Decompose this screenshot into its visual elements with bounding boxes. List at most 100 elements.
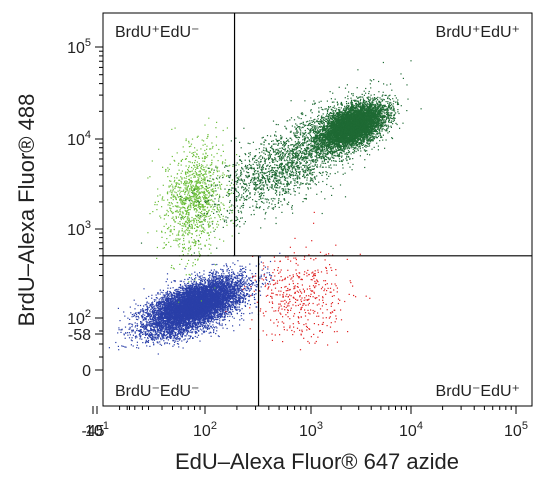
data-point (247, 293, 249, 296)
data-point (218, 285, 220, 287)
data-point (208, 271, 210, 274)
data-point (210, 335, 212, 337)
data-point (150, 328, 152, 330)
data-point (144, 304, 146, 306)
data-point (241, 274, 243, 276)
data-point (234, 287, 236, 290)
data-point (226, 327, 228, 330)
data-point (189, 338, 191, 340)
data-point (234, 263, 236, 266)
data-point (151, 294, 153, 296)
data-point (184, 338, 186, 340)
data-point (172, 298, 174, 300)
data-point (168, 316, 170, 319)
data-point (143, 318, 145, 320)
data-point (221, 284, 223, 286)
data-point (204, 331, 206, 333)
data-point (205, 324, 207, 326)
data-point (265, 278, 267, 280)
data-point (161, 326, 163, 328)
data-point (145, 331, 147, 333)
data-point (189, 331, 191, 333)
data-point (203, 331, 205, 334)
data-point (170, 335, 172, 337)
data-point (165, 297, 168, 299)
data-point (124, 326, 127, 328)
data-point (189, 286, 191, 289)
data-point (143, 311, 145, 313)
data-point (156, 336, 158, 338)
data-point (236, 308, 238, 310)
data-point (252, 284, 254, 286)
data-point (151, 306, 153, 308)
data-point (151, 297, 153, 299)
data-point (167, 284, 169, 286)
data-point (178, 339, 181, 341)
data-point (175, 337, 177, 339)
data-point (211, 281, 213, 283)
data-point (227, 287, 230, 289)
data-point (182, 333, 184, 335)
data-point (224, 314, 226, 316)
data-point (243, 267, 245, 269)
data-point (244, 271, 246, 273)
data-point (232, 301, 234, 303)
data-point (131, 324, 134, 326)
data-point (226, 264, 228, 266)
data-point (180, 286, 182, 288)
data-point (233, 272, 235, 274)
data-point (236, 292, 238, 294)
data-point (181, 335, 183, 337)
data-point (115, 341, 117, 344)
data-point (157, 353, 159, 355)
data-point (162, 335, 164, 337)
data-point (225, 299, 227, 301)
data-point (164, 334, 166, 336)
data-point (190, 277, 192, 279)
data-point (248, 290, 250, 292)
data-point (165, 334, 168, 336)
data-point (148, 324, 150, 326)
data-point (156, 317, 159, 319)
data-point (160, 321, 162, 323)
data-point (201, 315, 203, 317)
data-point (156, 341, 158, 343)
data-point (209, 282, 211, 284)
data-point (164, 298, 166, 300)
data-point (137, 312, 140, 314)
data-point (202, 277, 204, 279)
data-point (229, 284, 231, 286)
data-point (203, 311, 205, 313)
data-point (236, 278, 238, 280)
data-point (161, 321, 163, 323)
data-point (150, 305, 152, 307)
data-point (135, 337, 137, 339)
data-point (227, 297, 230, 299)
data-point (185, 321, 187, 323)
data-point (164, 335, 167, 337)
data-point (201, 316, 203, 318)
data-point (210, 321, 212, 323)
data-point (228, 313, 230, 315)
data-point (151, 307, 154, 309)
data-point (194, 335, 196, 338)
data-point (160, 326, 162, 328)
data-point (199, 315, 201, 318)
data-point (199, 292, 201, 294)
data-point (215, 333, 217, 335)
data-point (132, 330, 134, 332)
data-point (121, 328, 123, 330)
data-point (177, 302, 179, 304)
data-point (265, 276, 267, 278)
data-point (199, 282, 201, 284)
data-point (190, 329, 192, 332)
data-point (229, 278, 231, 280)
data-point (161, 325, 163, 327)
data-point (183, 291, 185, 294)
data-point (215, 270, 217, 272)
data-point (120, 329, 122, 331)
data-point (229, 304, 231, 306)
data-point (215, 278, 217, 280)
data-point (164, 306, 166, 308)
data-point (224, 307, 227, 309)
